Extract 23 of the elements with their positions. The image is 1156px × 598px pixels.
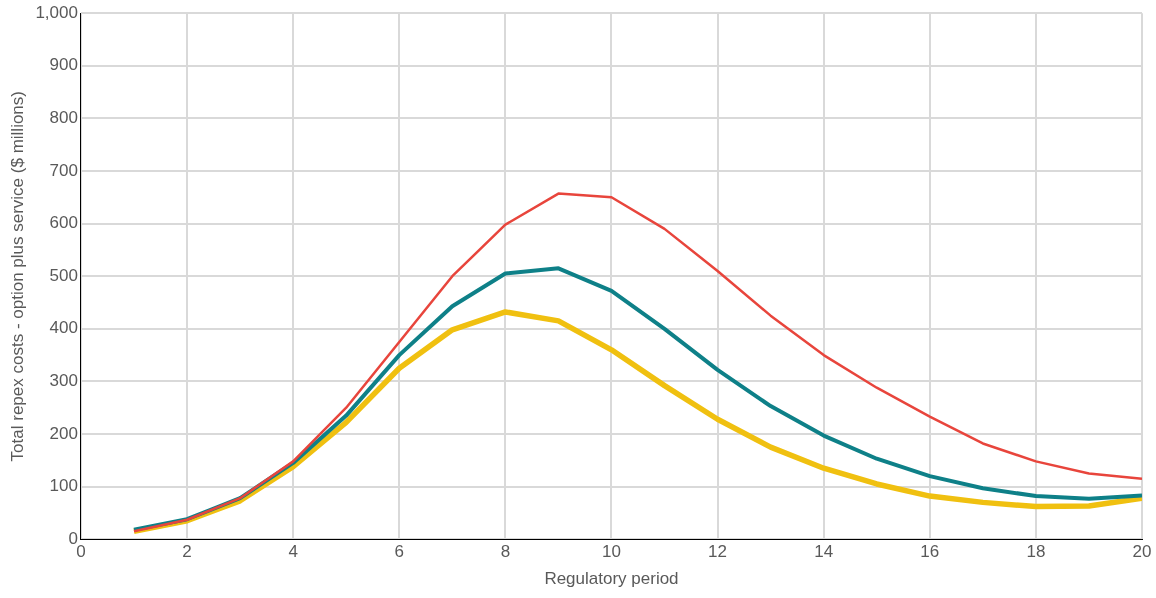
x-tick-label: 20 (1132, 542, 1152, 562)
y-axis-title: Total repex costs - option plus service ($ millions) (7, 91, 27, 462)
x-tick-label: 10 (602, 542, 621, 562)
x-tick-label: 14 (814, 542, 834, 562)
y-tick-label: 0 (68, 528, 78, 548)
y-tick-label: 200 (49, 423, 78, 443)
y-tick-label: 100 (49, 476, 78, 496)
y-tick-label: 400 (49, 318, 78, 338)
y-tick-label: 500 (49, 265, 78, 285)
x-tick-label: 12 (708, 542, 728, 562)
y-tick-label: 700 (49, 160, 78, 180)
y-tick-label: 800 (49, 108, 78, 128)
y-tick-label: 600 (49, 213, 78, 233)
x-tick-label: 2 (182, 542, 192, 562)
x-tick-label: 18 (1026, 542, 1046, 562)
y-tick-label: 900 (49, 55, 78, 75)
x-tick-label: 6 (394, 542, 404, 562)
x-tick-label: 4 (288, 542, 298, 562)
y-tick-label: 300 (49, 371, 78, 391)
x-tick-label: 16 (920, 542, 940, 562)
y-tick-label: 1,000 (35, 2, 78, 22)
x-axis-title: Regulatory period (544, 569, 679, 589)
x-tick-label: 8 (500, 542, 511, 562)
